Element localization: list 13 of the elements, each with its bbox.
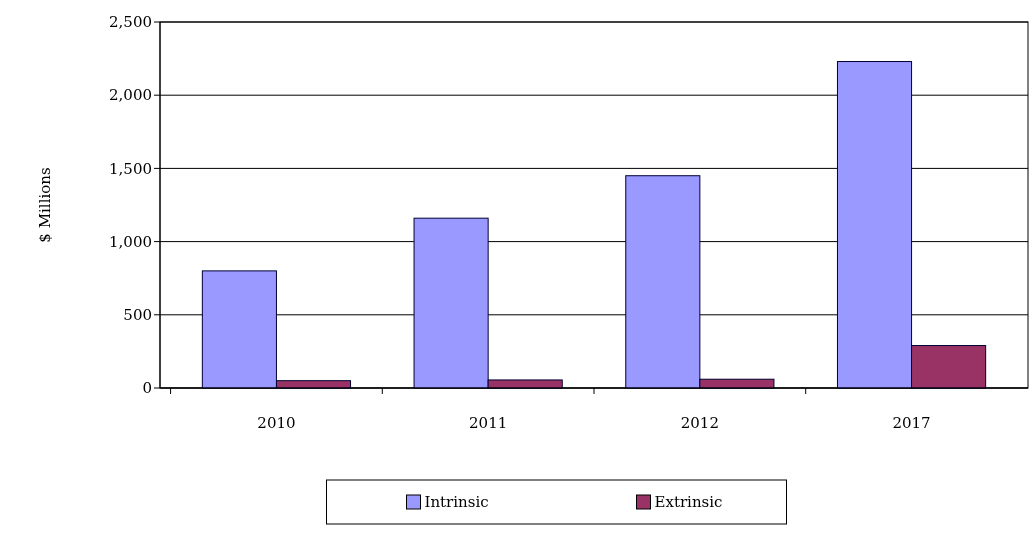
legend-label: Intrinsic [424, 493, 489, 512]
x-tick-label: 2017 [892, 414, 931, 432]
x-tick-label: 2012 [680, 414, 719, 432]
y-tick-label: 2,000 [109, 86, 152, 105]
y-axis-title: $ Millions [36, 167, 54, 243]
y-tick-label: 1,000 [109, 232, 152, 251]
legend-label: Extrinsic [654, 493, 723, 512]
y-tick-label: 1,500 [109, 159, 152, 178]
x-tick-label: 2011 [469, 414, 508, 432]
y-tick-label: 2,500 [109, 13, 152, 32]
y-tick-label: 0 [142, 379, 152, 398]
y-tick-label: 500 [123, 306, 152, 325]
x-tick-label: 2010 [257, 414, 296, 432]
